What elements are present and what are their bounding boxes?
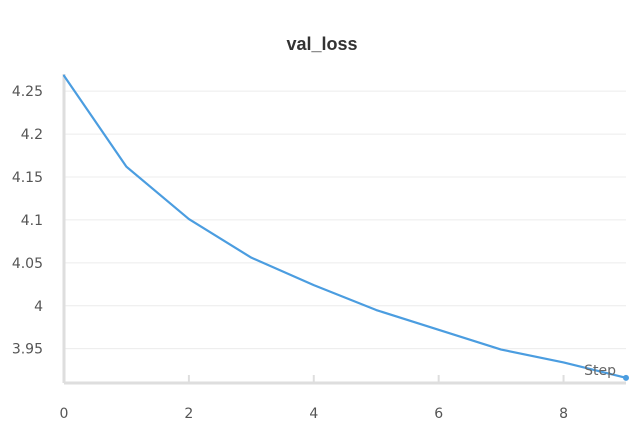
series-line	[62, 74, 628, 379]
series-layer	[62, 74, 629, 381]
y-tick-label: 4.15	[12, 170, 43, 186]
axes: 3.95 4 4.05 4.1 4.15 4.2 4.25 0 2 4 6 8	[12, 74, 626, 422]
x-axis-label: Step	[584, 363, 616, 379]
y-tick-label: 4.1	[21, 213, 43, 229]
x-tick-label: 8	[559, 406, 568, 422]
y-tick-label: 4.05	[12, 256, 43, 272]
x-tick-label: 2	[184, 406, 193, 422]
series-end-point	[623, 374, 629, 381]
x-tick-label: 0	[60, 406, 69, 422]
x-tick-label: 4	[309, 406, 318, 422]
chart-title: val_loss	[286, 34, 357, 54]
y-tick-label: 4.2	[21, 127, 43, 143]
grid-lines	[64, 90, 626, 350]
y-tick-label: 4	[34, 299, 43, 315]
y-tick-label: 4.25	[12, 84, 43, 100]
x-tick-label: 6	[434, 406, 443, 422]
y-tick-label: 3.95	[12, 342, 43, 358]
